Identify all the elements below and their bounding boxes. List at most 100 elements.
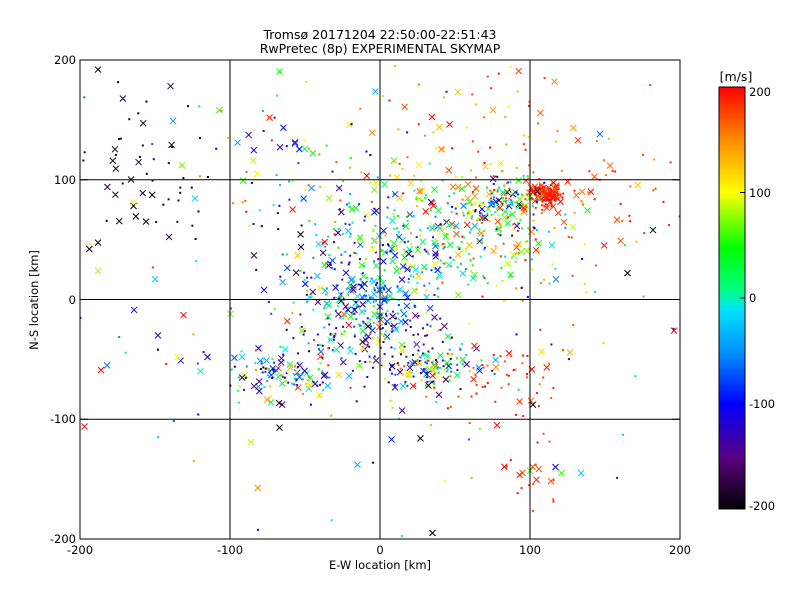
data-point-dot [439,366,442,369]
data-point-dot [349,166,352,169]
data-point-x-marker [479,214,487,222]
data-point-dot [282,353,285,356]
data-point-dot [435,147,437,150]
data-point-dot [594,264,597,267]
data-point-dot [622,433,624,436]
data-point-dot [653,158,656,161]
data-point-dot [532,483,535,486]
data-point-dot [541,194,544,197]
data-point-dot [519,242,522,245]
data-point-dot [602,159,605,162]
data-point-dot [545,199,548,202]
data-point-dot [557,184,560,187]
data-point-dot [294,380,297,383]
data-point-dot [118,138,120,140]
data-point-dot [542,199,545,202]
data-point-dot [266,380,268,382]
data-point-dot [260,225,263,228]
data-point-x-marker [398,407,406,414]
data-point-x-marker [392,244,399,251]
data-point-dot [445,90,448,93]
data-point-dot [385,314,388,317]
data-point-x-marker [584,207,591,214]
data-point-dot [533,227,536,230]
data-point-dot [489,201,491,204]
data-point-x-marker [670,327,678,334]
data-point-x-marker [314,298,322,306]
data-point-dot [307,184,310,187]
data-point-dot [349,192,351,195]
data-point-dot [536,229,538,231]
data-point-dot [366,276,369,279]
data-point-dot [286,371,289,374]
data-point-dot [483,248,485,251]
data-point-x-marker [231,354,238,362]
data-point-dot [532,213,535,216]
data-point-dot [229,307,232,310]
data-point-dot [442,147,445,150]
data-point-x-marker [420,263,428,271]
y-tick-label: 200 [54,53,76,67]
data-point-dot [277,371,279,374]
data-point-dot [436,252,438,255]
data-point-x-marker [404,369,412,377]
data-point-dot [267,368,270,371]
data-point-dot [416,353,419,355]
data-point-x-marker [358,283,366,291]
data-point-x-marker [332,284,339,292]
data-point-dot [484,385,487,388]
data-point-dot [408,268,411,271]
data-point-x-marker [174,353,181,361]
data-point-dot [292,372,295,375]
data-point-dot [450,210,453,213]
data-point-dot [509,459,512,461]
data-point-dot [509,65,512,68]
data-point-x-marker [445,261,452,269]
data-point-x-marker [398,346,406,354]
data-point-dot [552,387,555,390]
data-point-dot [207,176,209,178]
data-point-dot [505,182,508,185]
data-point-x-marker [383,318,391,325]
data-point-dot [457,395,460,398]
data-point-dot [297,352,299,355]
data-point-dot [337,230,340,233]
data-point-dot [370,277,373,280]
data-point-dot [409,232,412,235]
data-point-dot [476,219,479,222]
data-point-dot [429,222,432,225]
data-point-dot [434,215,437,218]
data-point-dot [512,369,515,371]
data-point-dot [504,190,507,193]
data-point-x-marker [335,184,343,192]
data-point-dot [439,259,442,262]
data-point-dot [540,187,543,190]
data-point-dot [483,116,485,119]
data-point-dot [404,315,407,318]
data-point-dot [503,299,506,302]
data-point-dot [333,334,336,337]
data-point-dot [341,278,344,281]
data-point-dot [80,316,82,319]
data-point-dot [497,206,500,209]
data-point-x-marker [466,241,473,249]
data-point-dot [509,181,512,184]
data-point-dot [406,219,409,222]
data-point-dot [269,385,271,388]
data-point-dot [482,201,484,204]
data-point-x-marker [347,347,354,355]
data-point-dot [330,267,333,269]
data-point-dot [509,213,512,216]
data-point-dot [450,370,453,373]
data-point-x-marker [426,304,434,312]
data-point-dot [420,180,423,183]
data-point-dot [347,306,349,309]
data-point-dot [516,90,519,93]
data-point-dot [344,222,347,225]
data-point-dot [390,246,393,249]
data-point-dot [397,214,399,217]
data-point-x-marker [532,246,540,254]
data-point-dot [459,347,461,350]
data-point-dot [554,140,557,143]
data-point-x-marker [499,188,506,196]
